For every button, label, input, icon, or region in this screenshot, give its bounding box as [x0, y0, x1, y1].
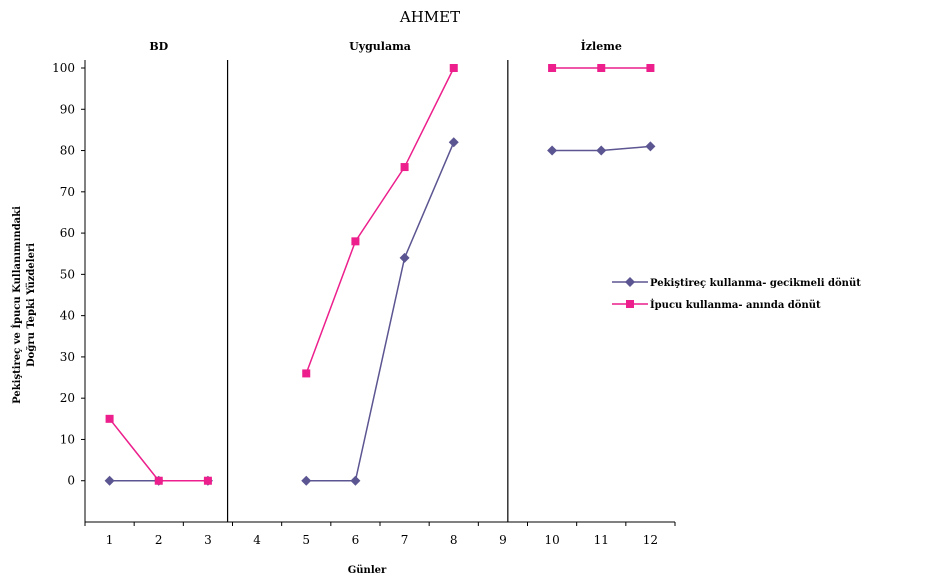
- x-tick-label: 4: [253, 533, 261, 547]
- data-point-diamond: [596, 145, 607, 156]
- y-tick-label: 70: [60, 185, 75, 199]
- y-axis-label-line-1: Pekiştireç ve İpucu Kullanımındaki: [10, 206, 23, 404]
- data-point-square: [449, 64, 458, 72]
- data-point-square: [646, 64, 655, 72]
- x-tick-label: 1: [106, 533, 114, 547]
- data-point-diamond: [448, 137, 459, 148]
- y-tick-label: 30: [60, 350, 75, 364]
- phase-label: BD: [149, 40, 168, 53]
- phase-labels: BD Uygulama İzleme: [149, 39, 622, 53]
- x-tick-label: 10: [544, 533, 559, 547]
- x-tick-label: 7: [401, 533, 409, 547]
- legend-marker-square: [626, 300, 634, 308]
- x-tick-label: 3: [204, 533, 212, 547]
- series-layer: [104, 64, 656, 486]
- data-point-diamond: [645, 141, 656, 152]
- y-tick-label: 90: [60, 102, 75, 116]
- y-tick-label: 10: [60, 432, 75, 446]
- chart-title: AHMET: [399, 8, 460, 26]
- y-tick-label: 80: [60, 144, 75, 158]
- y-tick-label: 20: [60, 391, 75, 405]
- data-point-square: [400, 163, 409, 172]
- data-point-square: [302, 369, 311, 378]
- data-point-diamond: [104, 475, 115, 486]
- data-point-square: [105, 414, 114, 423]
- legend-item-series-1: Pekiştireç kullanma- gecikmeli dönüt: [612, 277, 861, 289]
- data-point-square: [203, 476, 212, 485]
- phase-dividers: [226, 60, 509, 522]
- legend-label-series-1: Pekiştireç kullanma- gecikmeli dönüt: [650, 278, 861, 289]
- y-tick-label: 50: [60, 267, 75, 281]
- phase-label: Uygulama: [349, 40, 411, 53]
- axes: [84, 60, 675, 523]
- data-point-square: [597, 64, 606, 72]
- x-axis-label: Günler: [348, 565, 387, 576]
- x-tick-label: 8: [450, 533, 458, 547]
- x-tick-label: 11: [594, 533, 609, 547]
- x-tick-label: 6: [352, 533, 360, 547]
- y-tick-label: 40: [60, 309, 75, 323]
- data-point-diamond: [547, 145, 558, 156]
- phase-label: İzleme: [581, 39, 622, 53]
- data-point-square: [548, 64, 557, 72]
- y-tick-label: 100: [52, 61, 75, 75]
- series-line-segment: [108, 418, 208, 482]
- data-point-diamond: [350, 475, 361, 486]
- data-point-square: [351, 237, 360, 246]
- x-tick-label: 5: [302, 533, 310, 547]
- y-tick-label: 0: [67, 474, 75, 488]
- series-line-segment: [305, 67, 455, 374]
- y-axis-label-line-2: Doğru Tepki Yüzdeleri: [26, 243, 37, 367]
- y-ticks: 0 10 20 30 40 50 60 70 80 90 100: [52, 61, 85, 488]
- legend-marker-diamond: [625, 277, 635, 287]
- y-axis-label: Pekiştireç ve İpucu Kullanımındaki Doğru…: [10, 206, 37, 404]
- x-ticks: 1 2 3 4 5 6 7 8 9 10 11 12: [84, 522, 676, 547]
- data-point-diamond: [399, 252, 410, 263]
- data-point-square: [154, 476, 163, 485]
- x-tick-label: 9: [499, 533, 507, 547]
- legend-item-series-2: İpucu kullanma- anında dönüt: [612, 298, 821, 311]
- legend: Pekiştireç kullanma- gecikmeli dönüt İpu…: [612, 277, 861, 311]
- legend-label-series-2: İpucu kullanma- anında dönüt: [650, 298, 821, 311]
- y-tick-label: 60: [60, 226, 75, 240]
- x-tick-label: 2: [155, 533, 163, 547]
- series-2: [105, 64, 655, 485]
- series-1: [104, 137, 656, 486]
- data-point-diamond: [301, 475, 312, 486]
- x-tick-label: 12: [643, 533, 658, 547]
- series-line-segment: [306, 141, 455, 482]
